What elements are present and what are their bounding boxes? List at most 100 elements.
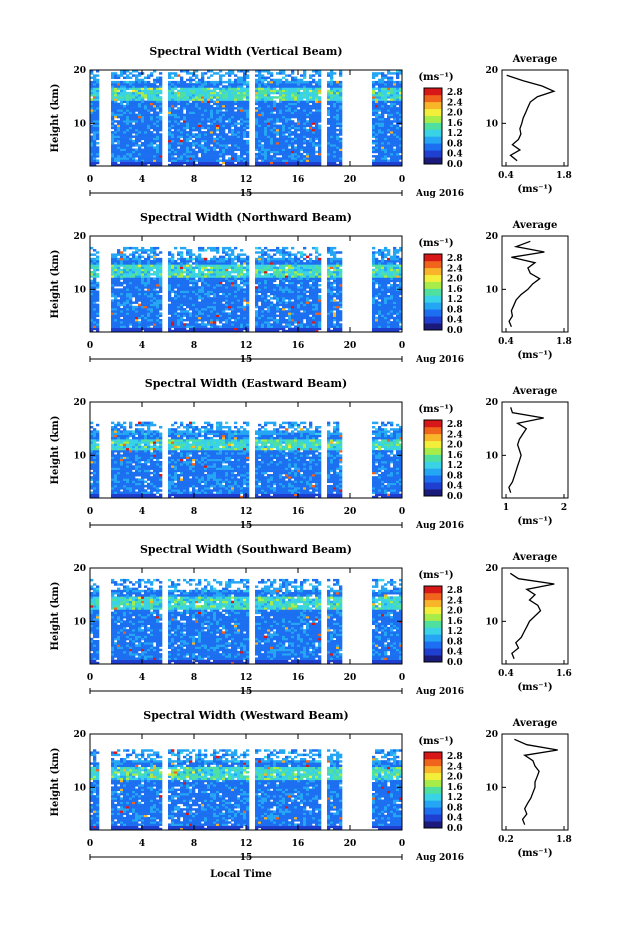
heatmap-cell	[219, 301, 223, 304]
heatmap-cell	[306, 94, 310, 97]
heatmap-cell	[285, 102, 289, 106]
heatmap-cell	[246, 135, 250, 138]
heatmap-cell	[198, 279, 202, 283]
heatmap-cell	[291, 163, 295, 167]
heatmap-cell	[96, 286, 100, 289]
heatmap-cell	[153, 133, 157, 136]
heatmap-cell	[174, 146, 178, 149]
heatmap-cell	[219, 139, 223, 143]
heatmap-cell	[186, 270, 190, 274]
heatmap-cell	[129, 124, 133, 128]
heatmap-cell	[216, 316, 220, 320]
heatmap-cell	[183, 294, 187, 298]
heatmap-cell	[240, 80, 244, 84]
heatmap-cell	[228, 297, 232, 300]
heatmap-cell	[225, 148, 229, 152]
heatmap-cell	[237, 94, 241, 97]
heatmap-cell	[228, 135, 232, 138]
heatmap-cell	[312, 85, 316, 88]
heatmap-cell	[135, 98, 139, 101]
heatmap-cell	[258, 109, 262, 112]
heatmap-cell	[186, 115, 190, 119]
heatmap-cell	[291, 133, 295, 136]
heatmap-cell	[201, 146, 205, 149]
heatmap-cell	[201, 292, 205, 296]
heatmap-cell	[117, 76, 121, 80]
heatmap-cell	[126, 113, 130, 117]
heatmap-cell	[330, 146, 334, 149]
heatmap-cell	[174, 128, 178, 132]
heatmap-cell	[384, 122, 388, 125]
heatmap-cell	[90, 150, 94, 154]
heatmap-cell	[189, 163, 193, 167]
heatmap-cell	[159, 96, 163, 99]
heatmap-cell	[177, 270, 181, 274]
heatmap-cell	[189, 253, 193, 256]
heatmap-cell	[138, 126, 142, 130]
heatmap-cell	[171, 83, 175, 86]
heatmap-cell	[174, 294, 178, 298]
heatmap-cell	[309, 133, 313, 136]
heatmap-cell	[375, 72, 379, 75]
heatmap-cell	[114, 303, 118, 307]
heatmap-cell	[180, 115, 184, 119]
heatmap-cell	[189, 133, 193, 136]
heatmap-cell	[246, 100, 250, 104]
heatmap-cell	[159, 294, 163, 298]
heatmap-cell	[183, 314, 187, 318]
heatmap-cell	[174, 264, 178, 267]
heatmap-cell	[147, 113, 151, 117]
heatmap-cell	[291, 102, 295, 106]
heatmap-cell	[201, 118, 205, 121]
heatmap-cell	[213, 94, 217, 97]
heatmap-cell	[186, 133, 190, 136]
heatmap-cell	[138, 155, 142, 158]
heatmap-cell	[126, 257, 130, 261]
heatmap-cell	[183, 323, 187, 326]
heatmap-cell	[93, 126, 97, 130]
heatmap-cell	[90, 120, 94, 123]
heatmap-cell	[132, 94, 136, 97]
heatmap-cell	[147, 96, 151, 99]
heatmap-cell	[159, 85, 163, 88]
heatmap-cell	[219, 290, 223, 294]
heatmap-cell	[156, 305, 160, 309]
heatmap-cell	[201, 157, 205, 160]
heatmap-cell	[117, 148, 121, 152]
heatmap-cell	[117, 323, 121, 326]
heatmap-cell	[300, 74, 304, 77]
heatmap-cell	[210, 133, 214, 136]
heatmap-cell	[171, 312, 175, 315]
heatmap-cell	[132, 98, 136, 101]
heatmap-cell	[270, 98, 274, 101]
heatmap-cell	[147, 91, 151, 95]
heatmap-cell	[228, 146, 232, 149]
heatmap-cell	[135, 150, 139, 154]
heatmap-cell	[120, 270, 124, 274]
heatmap-cell	[156, 107, 160, 110]
heatmap-cell	[213, 152, 217, 156]
heatmap-cell	[123, 325, 127, 328]
heatmap-cell	[282, 80, 286, 84]
heatmap-cell	[180, 246, 184, 250]
heatmap-cell	[141, 96, 145, 99]
heatmap-cell	[234, 303, 238, 307]
heatmap-cell	[195, 281, 199, 285]
heatmap-cell	[183, 246, 187, 250]
heatmap-cell	[141, 299, 145, 302]
heatmap-cell	[282, 150, 286, 154]
heatmap-cell	[186, 257, 190, 261]
heatmap-cell	[120, 70, 124, 73]
heatmap-cell	[120, 321, 124, 324]
heatmap-cell	[156, 91, 160, 95]
heatmap-cell	[138, 260, 142, 263]
heatmap-cell	[150, 148, 154, 152]
heatmap-cell	[180, 301, 184, 304]
heatmap-cell	[213, 260, 217, 263]
heatmap-cell	[216, 102, 220, 106]
heatmap-cell	[222, 85, 226, 88]
heatmap-cell	[201, 124, 205, 128]
heatmap-cell	[126, 329, 130, 333]
heatmap-cell	[147, 133, 151, 136]
heatmap-cell	[201, 325, 205, 328]
